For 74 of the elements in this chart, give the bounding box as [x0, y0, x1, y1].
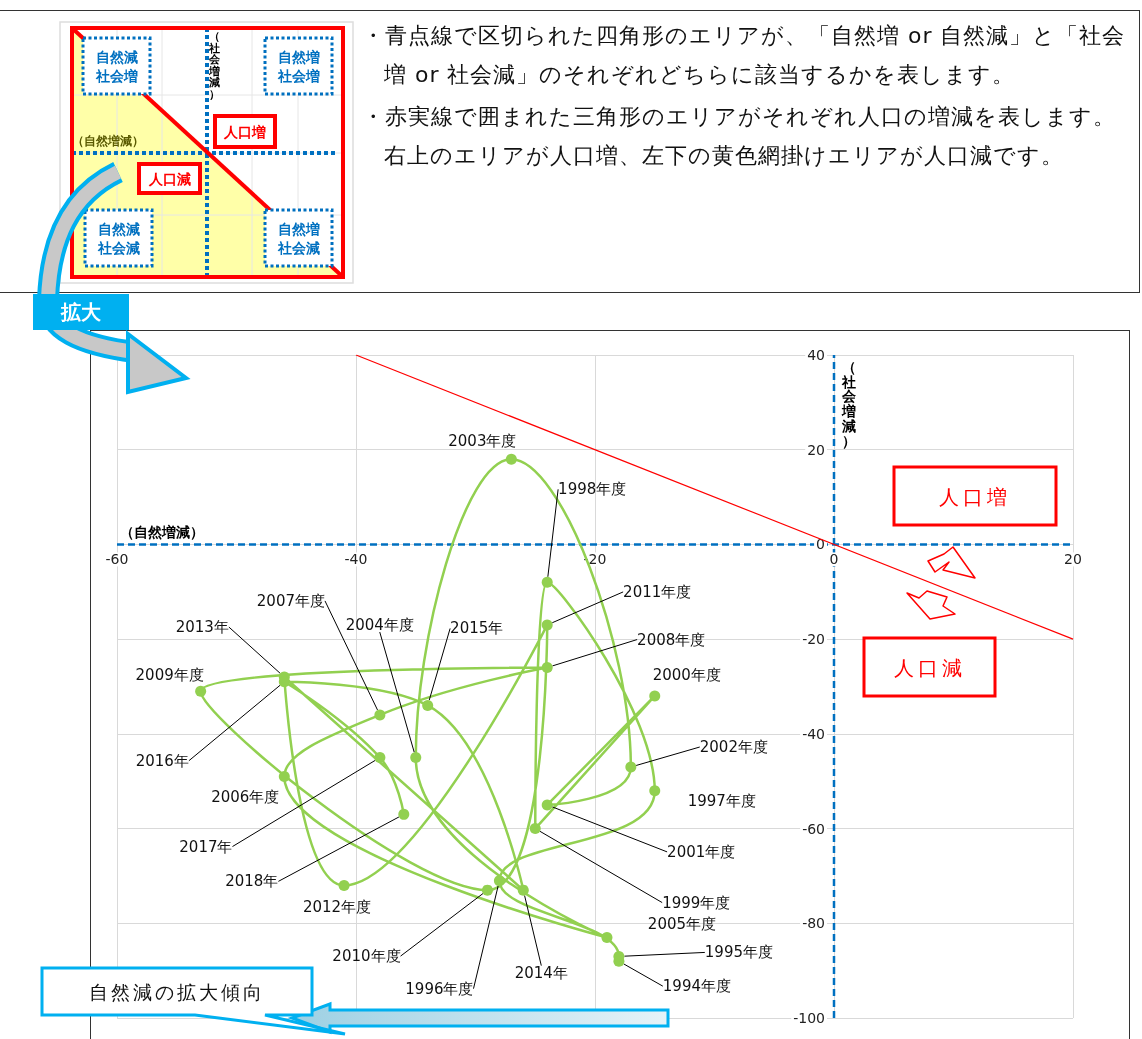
- annotation: 2005年度: [647, 915, 717, 934]
- annotation: 1999年度: [662, 893, 731, 912]
- point: [374, 752, 386, 764]
- annotation: 2016年: [135, 751, 189, 770]
- annotation: 2006年度: [211, 788, 280, 807]
- annotation: 2012年度: [302, 898, 372, 917]
- annotation: 人口増: [939, 485, 1011, 509]
- text: 人口増: [223, 124, 266, 140]
- x-tick-label: 20: [1064, 551, 1082, 568]
- text: 自然増社会増: [276, 48, 320, 84]
- text: 自然減社会減: [96, 220, 140, 256]
- point: [625, 761, 637, 773]
- y-axis-title: （社会増減）: [841, 359, 857, 449]
- y-tick-label: -80: [802, 915, 825, 932]
- y-tick-label: -100: [793, 1010, 825, 1026]
- y-tick-label: 20: [807, 441, 825, 458]
- text: 拡大: [60, 300, 102, 324]
- point: [541, 662, 553, 674]
- annotation: 2002年度: [699, 738, 768, 757]
- point: [278, 770, 290, 782]
- annotation: 2010年度: [332, 947, 401, 966]
- x-axis-title: （自然増減）: [120, 524, 204, 540]
- annotation: 1994年度: [662, 977, 731, 996]
- annotation: 1998年度: [558, 480, 627, 499]
- annotation: 2014年: [514, 964, 568, 983]
- text: 自然増社会減: [276, 220, 320, 256]
- point: [649, 690, 661, 702]
- point: [649, 785, 661, 797]
- y-tick-label: 40: [807, 347, 825, 363]
- point: [410, 752, 422, 764]
- point: [195, 685, 207, 697]
- annotation: 2003年度: [448, 432, 517, 451]
- annotation: 1996年度: [405, 979, 474, 998]
- y-tick-label: -20: [802, 631, 825, 648]
- x-tick-label: -40: [344, 551, 368, 568]
- annotation: 2007年度: [256, 591, 325, 610]
- x-tick-label: -60: [105, 551, 129, 568]
- text: （社会増減）: [207, 30, 221, 101]
- point: [541, 799, 553, 811]
- point: [374, 709, 386, 721]
- point: [541, 576, 553, 588]
- annotation: 自然減の拡大傾向: [89, 981, 265, 1003]
- annotation: 2008年度: [637, 630, 706, 649]
- point: [481, 884, 493, 896]
- y-tick-label: -40: [802, 725, 825, 742]
- annotation: 人口減: [894, 656, 966, 680]
- point: [422, 699, 434, 711]
- annotation: 1995年度: [704, 943, 773, 962]
- point: [541, 619, 553, 631]
- point: [398, 808, 410, 820]
- point: [601, 932, 613, 943]
- y-tick-label: 0: [816, 536, 825, 553]
- point: [338, 879, 350, 891]
- text: 自然減社会増: [94, 48, 138, 84]
- annotation: 2015年: [450, 619, 504, 638]
- annotation: 2001年度: [667, 842, 736, 861]
- annotation: 2004年度: [345, 615, 414, 634]
- annotation: 1997年度: [687, 791, 756, 810]
- point: [505, 453, 517, 465]
- annotation: 2009年度: [135, 666, 204, 685]
- annotation: 2017年: [179, 837, 233, 856]
- annotation: 2011年度: [623, 582, 692, 601]
- text: 人口減: [148, 171, 191, 187]
- y-tick-label: -60: [802, 820, 825, 837]
- point: [493, 875, 505, 887]
- text: （自然増減）: [72, 134, 144, 148]
- point: [517, 884, 529, 896]
- text: ・青点線で区切られた四角形のエリアが、「自然増 or 自然減」と「社会増 or 社会減」のそれぞれどちらに該当するかを表します。: [362, 22, 1127, 89]
- point: [529, 823, 541, 835]
- annotation: 2000年度: [652, 665, 721, 684]
- annotation: 2018年: [225, 872, 279, 891]
- x-tick-label: 0: [829, 551, 839, 568]
- annotation: 2013年: [175, 618, 229, 637]
- text: ・赤実線で囲まれた三角形のエリアがそれぞれ人口の増減を表します。右上のエリアが人口増、左下の黄色網掛けエリアが人口減です。: [362, 103, 1117, 170]
